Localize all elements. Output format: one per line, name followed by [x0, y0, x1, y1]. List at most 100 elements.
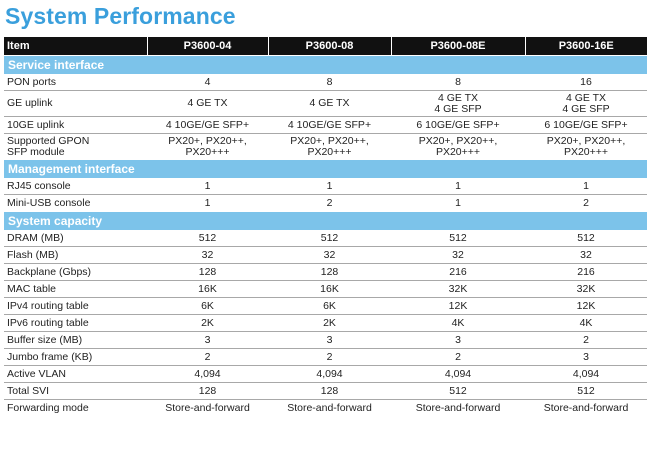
- value-cell-text: 512: [577, 231, 595, 244]
- value-cell-text: 2K: [201, 316, 214, 329]
- section-title: Service interface: [4, 55, 647, 74]
- value-cell-text: 6 10GE/GE SFP+: [416, 118, 500, 131]
- value-cell: 4: [147, 74, 268, 91]
- value-cell: 512: [268, 230, 391, 247]
- row-label: Total SVI: [4, 382, 147, 400]
- value-cell-text: 4: [204, 75, 211, 88]
- value-cell: 32: [147, 246, 268, 264]
- value-cell-text: 4 GE SFP: [562, 102, 610, 115]
- value-cell-text: 6 10GE/GE SFP+: [544, 118, 628, 131]
- value-cell: 128: [268, 263, 391, 281]
- value-cell-text: 4,094: [316, 367, 343, 380]
- value-cell: 4 GE TX 4 GE SFP: [525, 90, 647, 117]
- value-cell-text: 32: [580, 248, 592, 261]
- value-cell-text: 128: [198, 265, 217, 278]
- value-cell: 6K: [268, 297, 391, 315]
- row-label-text: Active VLAN: [7, 367, 66, 380]
- row-label: Supported GPON SFP module: [4, 133, 147, 160]
- row-label: IPv6 routing table: [4, 314, 147, 332]
- value-cell-text: 4 10GE/GE SFP+: [287, 118, 372, 131]
- value-cell: 512: [525, 382, 647, 400]
- performance-table: Item P3600-04 P3600-08 P3600-08E P3600-1…: [4, 37, 647, 416]
- row-label: GE uplink: [4, 90, 147, 117]
- value-cell: 6 10GE/GE SFP+: [391, 116, 525, 134]
- value-cell-text: PX20+, PX20++,: [290, 134, 369, 147]
- value-cell-text: 16: [580, 75, 592, 88]
- header-row: Item P3600-04 P3600-08 P3600-08E P3600-1…: [4, 37, 647, 56]
- value-cell: 16K: [147, 280, 268, 298]
- value-cell: 12K: [525, 297, 647, 315]
- value-cell-text: 3: [204, 333, 211, 346]
- value-cell: 3: [391, 331, 525, 349]
- value-cell: 216: [525, 263, 647, 281]
- value-cell: 1: [525, 178, 647, 195]
- value-cell-text: 1: [455, 196, 461, 209]
- row-label-text: Jumbo frame (KB): [7, 350, 93, 363]
- value-cell-text: 216: [577, 265, 595, 278]
- value-cell-text: Store-and-forward: [165, 401, 250, 414]
- value-cell-text: 128: [198, 384, 217, 397]
- value-cell-text: 1: [204, 196, 211, 209]
- table-row: Backplane (Gbps) 128 128 216 216: [4, 263, 647, 281]
- value-cell: 512: [525, 230, 647, 247]
- value-cell-text: 128: [320, 384, 339, 397]
- value-cell: 128: [147, 382, 268, 400]
- table-row: PON ports 4 8 8 16: [4, 74, 647, 91]
- value-cell: 6 10GE/GE SFP+: [525, 116, 647, 134]
- section-header: Management interface: [4, 159, 647, 178]
- value-cell: 2: [525, 194, 647, 212]
- value-cell: Store-and-forward: [147, 399, 268, 416]
- section-title: Management interface: [4, 159, 647, 178]
- row-label-text: GE uplink: [7, 97, 53, 109]
- table-row: IPv4 routing table 6K 6K 12K 12K: [4, 297, 647, 315]
- value-cell: 6K: [147, 297, 268, 315]
- value-cell: PX20+, PX20++, PX20+++: [268, 133, 391, 160]
- model-header: P3600-04: [146, 37, 268, 56]
- table-row: Jumbo frame (KB) 2 2 2 3: [4, 348, 647, 366]
- row-label: MAC table: [4, 280, 147, 298]
- value-cell: 4 GE TX 4 GE SFP: [391, 90, 525, 117]
- table-row: RJ45 console 1 1 1 1: [4, 178, 647, 195]
- value-cell-text: 4,094: [194, 367, 221, 380]
- table-row: Forwarding mode Store-and-forward Store-an…: [4, 399, 647, 416]
- value-cell-text: 12K: [576, 299, 596, 312]
- value-cell-text: 216: [449, 265, 467, 278]
- value-cell: 1: [391, 178, 525, 195]
- table-row: Buffer size (MB) 3 3 3 2: [4, 331, 647, 349]
- value-cell-text: 6K: [323, 299, 336, 312]
- value-cell: 2K: [268, 314, 391, 332]
- value-cell: 4 GE TX: [147, 90, 268, 117]
- table-row: Mini-USB console 1 2 1 2: [4, 194, 647, 212]
- value-cell: Store-and-forward: [391, 399, 525, 416]
- value-cell: 216: [391, 263, 525, 281]
- table-row: Total SVI 128 128 512 512: [4, 382, 647, 400]
- value-cell: PX20+, PX20++, PX20+++: [147, 133, 268, 160]
- value-cell-text: 2: [455, 350, 461, 363]
- value-cell-text: 2: [583, 196, 589, 209]
- value-cell-text: 3: [326, 333, 333, 346]
- value-cell: 8: [391, 74, 525, 91]
- value-cell-text: PX20+, PX20++,: [168, 134, 247, 147]
- row-label: PON ports: [4, 74, 147, 91]
- row-label: IPv4 routing table: [4, 297, 147, 315]
- row-label: Forwarding mode: [4, 399, 147, 416]
- row-label: RJ45 console: [4, 178, 147, 195]
- value-cell-text: Store-and-forward: [415, 401, 501, 414]
- value-cell-text: 4K: [579, 316, 593, 329]
- value-cell-text: 2: [583, 333, 589, 346]
- value-cell-text: PX20+++: [185, 145, 230, 158]
- value-cell-text: 4 10GE/GE SFP+: [165, 118, 250, 131]
- value-cell: 4 GE TX: [268, 90, 391, 117]
- value-cell-text: PX20+, PX20++,: [546, 134, 626, 147]
- section-title: System capacity: [4, 211, 647, 230]
- value-cell-text: 512: [320, 231, 339, 244]
- row-label-text: MAC table: [7, 282, 57, 295]
- value-cell: 128: [268, 382, 391, 400]
- value-cell: 16: [525, 74, 647, 91]
- value-cell: 1: [147, 178, 268, 195]
- row-label-text: Total SVI: [7, 384, 50, 397]
- value-cell: 4,094: [147, 365, 268, 383]
- value-cell: PX20+, PX20++, PX20+++: [391, 133, 525, 160]
- value-cell: 32: [525, 246, 647, 264]
- item-header: Item: [4, 37, 147, 56]
